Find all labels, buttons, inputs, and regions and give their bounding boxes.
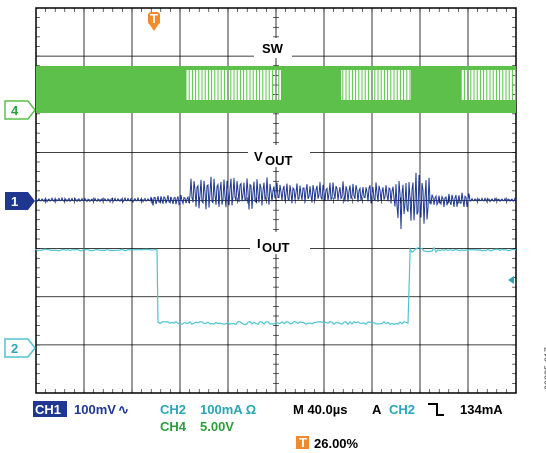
ch1-tag: CH1 — [35, 402, 61, 417]
iout-trace — [35, 246, 516, 326]
sw-band-bottom — [186, 100, 516, 104]
trigger-level: 134mA — [460, 402, 503, 417]
iout-label: I — [257, 236, 261, 251]
trigger-mode: A — [372, 402, 382, 417]
ch1-marker: 1 — [5, 192, 35, 210]
sw-trace — [36, 66, 517, 113]
graticule-grid — [35, 7, 517, 394]
ch4-scale: 5.00V — [200, 419, 234, 434]
vout-label: V — [254, 149, 263, 164]
trigger-marker-letter: T — [150, 11, 158, 26]
ch1-marker-label: 1 — [11, 194, 18, 209]
vout-label-sub: OUT — [265, 153, 293, 168]
ch2-scale: 100mA Ω — [200, 402, 256, 417]
ch4-marker-label: 4 — [11, 103, 19, 118]
falling-edge-icon — [428, 403, 444, 416]
trigger-position-marker: T — [148, 11, 160, 31]
sw-band-top — [186, 66, 516, 70]
trigger-level-arrow-icon — [508, 276, 514, 284]
iout-label-sub: OUT — [262, 240, 290, 255]
sw-baseline — [36, 104, 516, 113]
ch1-scale: 100mV — [74, 402, 116, 417]
trigger-source: CH2 — [389, 402, 415, 417]
readout-panel: CH1 100mV ∿ CH2 100mA Ω CH4 5.00V M 40.0… — [33, 401, 503, 451]
sw-band — [36, 66, 186, 104]
sw-label: SW — [262, 41, 284, 56]
ch4-marker: 4 — [4, 100, 36, 120]
timebase: M 40.0µs — [293, 402, 347, 417]
ch2-marker: 2 — [4, 338, 36, 358]
ch4-tag: CH4 — [160, 419, 187, 434]
ch2-tag: CH2 — [160, 402, 186, 417]
ch1-coupling-icon: ∿ — [118, 402, 129, 417]
trigger-tag: T — [299, 435, 307, 450]
vout-trace — [35, 172, 517, 230]
trigger-position: 26.00% — [314, 436, 359, 451]
ch2-marker-label: 2 — [11, 341, 18, 356]
